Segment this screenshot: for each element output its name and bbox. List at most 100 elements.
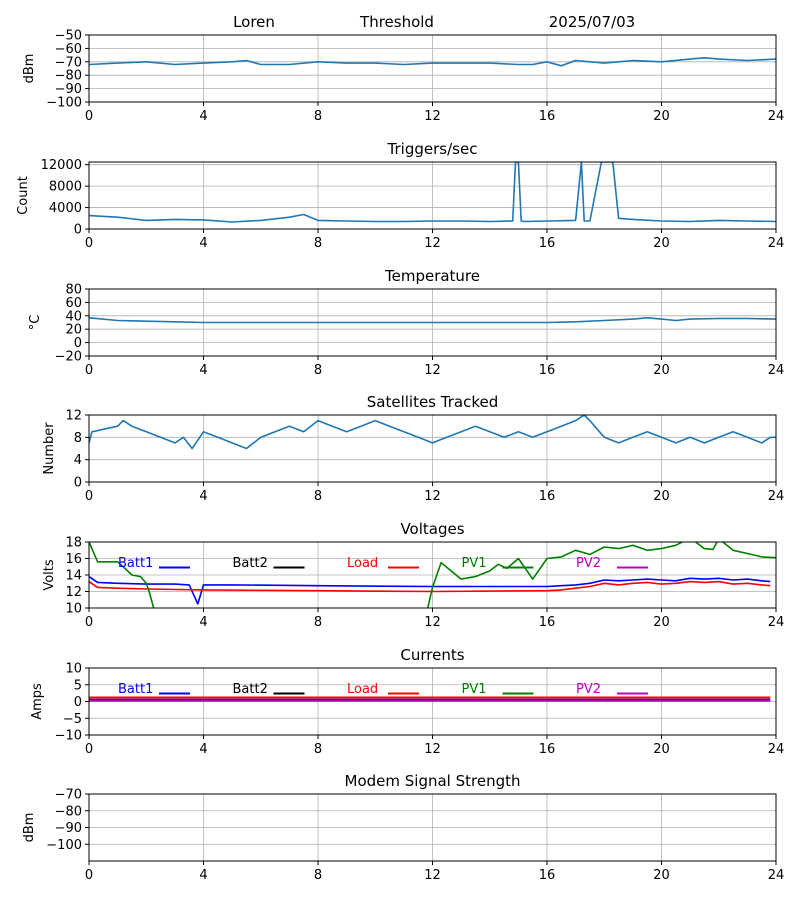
y-tick-label: −70: [55, 55, 82, 70]
y-tick-label: 10: [65, 602, 82, 617]
y-axis-label: Amps: [30, 683, 45, 720]
y-tick-label: 0: [74, 223, 82, 238]
panel-modem: 0 4 8 12 16 20 24 −100 −90 −80−70 dBm Modem Signal …: [22, 772, 784, 883]
legend-label-pv2: PV2: [576, 556, 601, 571]
x-tick-label: 20: [653, 363, 670, 378]
y-tick-label: 8: [74, 431, 82, 446]
x-tick-label: 16: [539, 109, 556, 124]
x-tick-label: 8: [314, 868, 322, 883]
y-axis-label: dBm: [22, 54, 37, 84]
legend-label-batt2: Batt2: [233, 682, 268, 697]
x-tick-label: 0: [85, 868, 93, 883]
y-tick-label: 12: [65, 585, 82, 600]
x-tick-label: 24: [768, 742, 785, 757]
x-tick-label: 12: [424, 236, 441, 251]
y-axis-label: Number: [42, 422, 57, 475]
y-axis-label: °C: [28, 315, 43, 331]
x-tick-label: 20: [653, 868, 670, 883]
y-tick-label: 4000: [49, 201, 82, 216]
panel-title: Currents: [400, 646, 464, 664]
x-tick-label: 12: [424, 109, 441, 124]
y-tick-label: −100: [46, 96, 82, 111]
date-label: 2025/07/03: [549, 13, 635, 31]
x-tick-label: 16: [539, 363, 556, 378]
y-tick-label: −10: [55, 729, 82, 744]
x-tick-label: 24: [768, 868, 785, 883]
x-tick-label: 4: [199, 489, 207, 504]
y-tick-label: −80: [55, 804, 82, 819]
series-line-load: [89, 580, 771, 593]
series-line-temperature: [89, 316, 776, 324]
y-tick-label: −100: [46, 838, 82, 853]
y-tick-label: 80: [65, 283, 82, 298]
legend-label-load: Load: [347, 556, 378, 571]
legend-label-pv1: PV1: [462, 682, 487, 697]
y-tick-label: 0: [74, 695, 82, 710]
y-tick-label: 12000: [41, 158, 82, 173]
y-tick-label: 10: [65, 662, 82, 677]
panel-triggers: 0 4 8 12 16 20 24 0 4000 8000 12000 Count Triggers/s…: [16, 140, 784, 251]
x-tick-label: 16: [539, 615, 556, 630]
legend-label-pv1: PV1: [462, 556, 487, 571]
series-line-threshold: [89, 56, 776, 67]
y-tick-label: 60: [65, 296, 82, 311]
legend-label-load: Load: [347, 682, 378, 697]
y-tick-label: 18: [65, 536, 82, 551]
x-tick-label: 8: [314, 489, 322, 504]
panel-threshold: 0 4 8 12 16 20 24 −100−90−80−70−60−50 dBm: [22, 29, 784, 125]
x-tick-label: 0: [85, 742, 93, 757]
panel-satellites: 0 4 8 12 16 20 24 0 4 8 12 Number Satellites Tracked: [42, 393, 784, 504]
x-tick-label: 4: [199, 363, 207, 378]
series-line-satellites: [89, 415, 776, 450]
x-tick-label: 8: [314, 109, 322, 124]
legend-label-batt1: Batt1: [118, 556, 153, 571]
x-tick-label: 12: [424, 742, 441, 757]
y-tick-label: 12: [65, 409, 82, 424]
x-tick-label: 12: [424, 489, 441, 504]
mode-label: Threshold: [359, 13, 434, 31]
y-tick-label: 14: [65, 569, 82, 584]
y-tick-label: −70: [55, 788, 82, 803]
station-name: Loren: [233, 13, 275, 31]
y-axis-label: dBm: [22, 813, 37, 843]
y-tick-label: 5: [74, 678, 82, 693]
legend-label-batt2: Batt2: [233, 556, 268, 571]
x-tick-label: 24: [768, 615, 785, 630]
y-tick-label: −80: [55, 69, 82, 84]
x-tick-label: 20: [653, 615, 670, 630]
y-tick-label: 0: [74, 336, 82, 351]
x-tick-label: 0: [85, 615, 93, 630]
panel-title: Satellites Tracked: [367, 393, 498, 411]
x-tick-label: 24: [768, 236, 785, 251]
x-tick-label: 4: [199, 615, 207, 630]
y-tick-label: −5: [63, 712, 82, 727]
y-tick-label: −50: [55, 29, 82, 44]
x-tick-label: 0: [85, 489, 93, 504]
x-tick-label: 16: [539, 742, 556, 757]
figure-header: Loren Threshold 2025/07/03: [233, 13, 635, 31]
legend-label-batt1: Batt1: [118, 682, 153, 697]
legend: Batt1 Batt2 Load PV1 PV2: [118, 556, 648, 571]
legend-label-pv2: PV2: [576, 682, 601, 697]
x-tick-label: 20: [653, 109, 670, 124]
y-tick-label: 4: [74, 453, 82, 468]
series-line-pv1: [89, 542, 776, 608]
x-tick-label: 4: [199, 109, 207, 124]
x-tick-label: 20: [653, 489, 670, 504]
panel-title: Modem Signal Strength: [345, 772, 521, 790]
x-tick-label: 20: [653, 742, 670, 757]
x-tick-label: 8: [314, 742, 322, 757]
x-tick-label: 0: [85, 109, 93, 124]
y-tick-label: −60: [55, 42, 82, 57]
y-tick-label: −20: [55, 350, 82, 365]
y-tick-label: 0: [74, 476, 82, 491]
x-tick-label: 12: [424, 363, 441, 378]
series-line-batt1: [89, 575, 771, 605]
panel-title: Voltages: [400, 520, 464, 538]
x-tick-label: 8: [314, 236, 322, 251]
y-tick-label: −90: [55, 82, 82, 97]
